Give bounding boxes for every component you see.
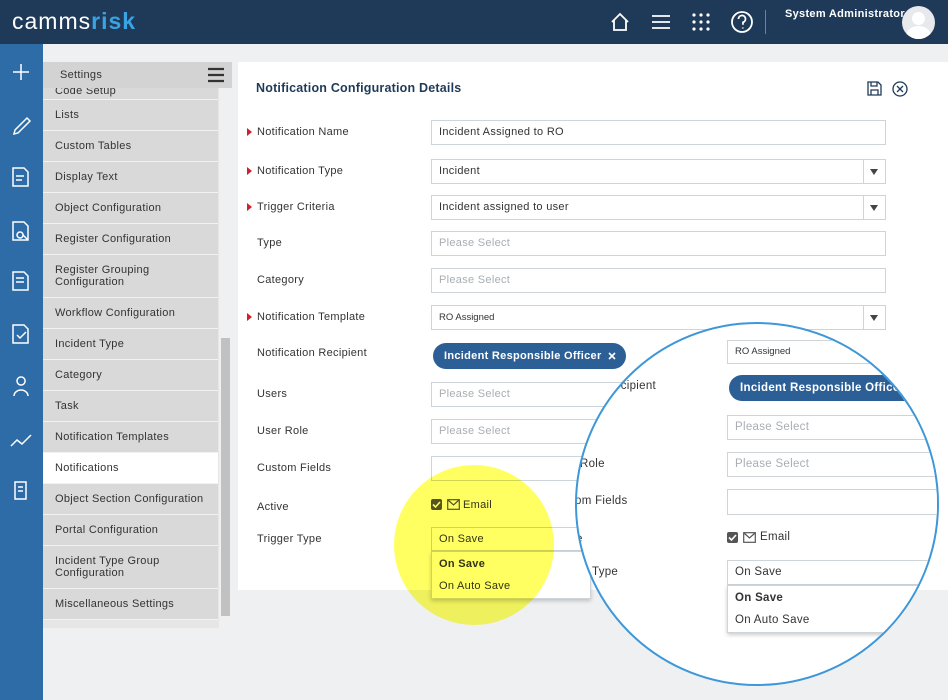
field-label: Notification Recipient [257, 347, 367, 359]
menu-item[interactable]: Register Grouping Configuration [43, 255, 218, 298]
menu-item[interactable]: Miscellaneous Settings [43, 589, 218, 620]
dropdown-option[interactable]: On Auto Save [439, 580, 511, 592]
menu-item[interactable]: Incident Type [43, 329, 218, 360]
field-label: Notification Type [257, 165, 344, 177]
required-marker [247, 128, 252, 136]
checkbox[interactable] [727, 532, 738, 543]
required-marker [247, 313, 252, 321]
select-arrow[interactable] [863, 196, 885, 219]
checkbox-label: Email [463, 499, 493, 511]
logo-b: risk [91, 8, 137, 34]
dropdown[interactable]: On Save [431, 527, 591, 551]
top-bar: cammsrisk System Administrator [0, 0, 948, 44]
menu-item[interactable]: Category [43, 360, 218, 391]
field-label: Custom Fields [257, 462, 332, 474]
required-marker [247, 203, 252, 211]
settings-list: Code Setup Lists Custom Tables Display Text… [43, 88, 218, 628]
zoom-checkbox-label: Email [760, 531, 791, 543]
field-label: Notification Template [257, 311, 366, 323]
email-icon [447, 499, 460, 510]
icon-rail [0, 44, 43, 700]
chip-remove[interactable] [607, 352, 616, 360]
zoom-dropdown-option[interactable]: On Save [735, 592, 784, 604]
home-icon[interactable] [611, 12, 629, 31]
menu-item[interactable]: Portal Configuration [43, 515, 218, 546]
field-label: Trigger Type [257, 533, 322, 545]
field-label: Active [257, 501, 289, 513]
apps-icon[interactable] [692, 13, 710, 31]
field-label: User Role [257, 425, 309, 437]
zoom-input[interactable]: RO Assigned [727, 340, 937, 364]
dropdown-option[interactable]: On Save [439, 558, 486, 570]
menu-item[interactable]: Incident Type Group Configuration [43, 546, 218, 589]
select-arrow[interactable] [863, 160, 885, 183]
checkbox[interactable] [431, 499, 442, 510]
magnifier: ecipient Role om Fields e Type RO Assigned Inc… [575, 322, 939, 686]
help-icon[interactable] [731, 11, 753, 33]
menu-item[interactable]: Register Configuration [43, 224, 218, 255]
logo[interactable]: cammsrisk [12, 8, 136, 35]
menu-item[interactable]: Lists [43, 100, 218, 131]
input[interactable]: Incident assigned to user [431, 195, 886, 220]
top-icons[interactable] [605, 8, 765, 36]
settings-panel: Settings Code Setup Lists Custom Tables Dis… [43, 62, 232, 628]
field-label: Type [257, 237, 283, 249]
zoom-label: Type [592, 566, 619, 578]
menu-icon[interactable] [652, 15, 670, 29]
rail-icons[interactable] [0, 44, 43, 514]
zoom-input[interactable] [727, 489, 937, 515]
save-icon[interactable] [867, 81, 882, 96]
avatar[interactable] [902, 6, 935, 39]
select-arrow[interactable] [863, 306, 885, 329]
input[interactable]: Incident Assigned to RO [431, 120, 886, 145]
zoom-label: ecipient [614, 380, 657, 392]
menu-item[interactable]: Task [43, 391, 218, 422]
zoom-label: om Fields [575, 495, 628, 507]
menu-item[interactable]: Object Configuration [43, 193, 218, 224]
field-label: Category [257, 274, 305, 286]
placeholder-input[interactable]: Please Select [431, 268, 886, 293]
chip-remove[interactable] [910, 384, 918, 392]
menu-item[interactable]: Code Setup [43, 88, 218, 100]
input[interactable]: RO Assigned [431, 305, 886, 330]
settings-menu-icon[interactable] [207, 67, 225, 83]
menu-item[interactable]: Notifications [43, 453, 218, 484]
zoom-dropdown-menu: On Save On Auto Save [727, 585, 937, 633]
field-label: Trigger Criteria [257, 201, 335, 213]
menu-item[interactable]: Custom Tables [43, 131, 218, 162]
settings-title: Settings [60, 69, 103, 81]
placeholder-input[interactable]: Please Select [431, 231, 886, 256]
zoom-dropdown-option[interactable]: On Auto Save [735, 614, 810, 626]
zoom-chip[interactable]: Incident Responsible Officer [729, 375, 929, 401]
scrollbar[interactable] [219, 88, 232, 628]
panel-actions[interactable] [866, 80, 916, 98]
zoom-label: Role [580, 458, 605, 470]
zoom-placeholder-input[interactable]: Please Select [727, 452, 937, 477]
dropdown-menu: On Save On Auto Save [431, 551, 591, 599]
zoom-label: e [576, 533, 583, 545]
logo-a: camms [12, 8, 92, 34]
input[interactable]: Incident [431, 159, 886, 184]
chip[interactable]: Incident Responsible Officer [433, 343, 626, 369]
menu-item[interactable]: Notification Templates [43, 422, 218, 453]
zoom-placeholder-input[interactable]: Please Select [727, 415, 937, 440]
scroll-thumb[interactable] [221, 338, 230, 616]
user-name[interactable]: System Administrator [785, 8, 905, 20]
close-icon[interactable] [892, 81, 908, 97]
menu-item[interactable]: Object Section Configuration [43, 484, 218, 515]
zoom-dropdown[interactable]: On Save [727, 560, 937, 585]
required-marker [247, 167, 252, 175]
email-icon [743, 532, 756, 543]
form-title: Notification Configuration Details [256, 81, 462, 95]
divider [765, 10, 766, 34]
menu-item[interactable]: Workflow Configuration [43, 298, 218, 329]
field-label: Notification Name [257, 126, 349, 138]
field-label: Users [257, 388, 288, 400]
menu-item[interactable]: Display Text [43, 162, 218, 193]
settings-header: Settings [43, 62, 232, 88]
